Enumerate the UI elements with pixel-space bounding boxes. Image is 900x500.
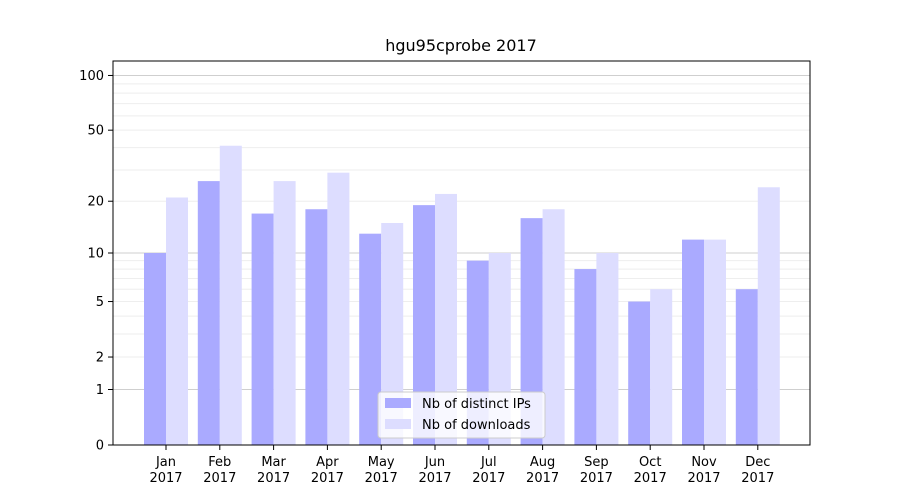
- bar-downloads-oct: [650, 289, 673, 445]
- bar-distinct-ips-sep: [574, 269, 597, 445]
- x-tick-label-month: Apr: [316, 455, 339, 470]
- x-tick-label-year: 2017: [149, 471, 182, 486]
- bar-distinct-ips-nov: [682, 239, 704, 445]
- x-tick-label-month: May: [368, 455, 395, 470]
- bar-distinct-ips-oct: [628, 301, 651, 445]
- bar-distinct-ips-apr: [305, 209, 328, 445]
- bar-downloads-aug: [542, 209, 565, 445]
- bar-distinct-ips-mar: [251, 213, 274, 445]
- x-tick-label-year: 2017: [472, 471, 505, 486]
- x-tick-label-month: Jun: [424, 455, 445, 470]
- legend-label-distinct-ips: Nb of distinct IPs: [422, 397, 531, 412]
- x-tick-label-month: Sep: [584, 455, 609, 470]
- legend-swatch-downloads: [385, 419, 411, 429]
- chart-title: hgu95cprobe 2017: [385, 36, 537, 55]
- bar-distinct-ips-feb: [197, 181, 220, 445]
- y-tick-label: 5: [96, 295, 104, 310]
- bar-downloads-may: [381, 222, 404, 445]
- bar-downloads-nov: [704, 239, 726, 445]
- x-tick-label-year: 2017: [526, 471, 559, 486]
- legend-label-downloads: Nb of downloads: [422, 418, 531, 433]
- x-tick-label-month: Mar: [261, 455, 286, 470]
- x-tick-label-year: 2017: [311, 471, 344, 486]
- x-axis-ticks: Jan2017Feb2017Mar2017Apr2017May2017Jun20…: [149, 445, 774, 486]
- legend: Nb of distinct IPs Nb of downloads: [377, 391, 546, 439]
- x-tick-label-month: Jan: [155, 455, 176, 470]
- y-tick-label: 1: [96, 383, 104, 398]
- x-tick-label-year: 2017: [580, 471, 613, 486]
- bar-distinct-ips-jan: [144, 253, 166, 445]
- y-axis-ticks: 0 1 2 5 10 20 50 100: [79, 69, 113, 454]
- legend-box: [377, 391, 546, 439]
- y-tick-label: 50: [87, 124, 104, 139]
- y-tick-label: 2: [96, 351, 104, 366]
- bar-downloads-mar: [273, 181, 296, 445]
- x-tick-label-month: Feb: [208, 455, 231, 470]
- bar-distinct-ips-jun: [413, 205, 435, 445]
- x-tick-label-year: 2017: [687, 471, 720, 486]
- x-tick-label-year: 2017: [634, 471, 667, 486]
- bar-downloads-feb: [219, 145, 242, 445]
- x-tick-label-month: Oct: [639, 455, 661, 470]
- x-tick-label-month: Jul: [480, 455, 497, 470]
- x-tick-label-year: 2017: [257, 471, 290, 486]
- bar-distinct-ips-may: [359, 233, 382, 445]
- bar-downloads-jun: [435, 193, 457, 445]
- y-tick-label: 100: [79, 69, 104, 84]
- y-tick-label: 10: [87, 247, 104, 262]
- x-tick-label-month: Aug: [530, 455, 555, 470]
- x-tick-label-month: Nov: [691, 455, 717, 470]
- legend-swatch-distinct-ips: [385, 398, 411, 408]
- bar-downloads-sep: [596, 253, 619, 445]
- bar-downloads-apr: [327, 172, 350, 445]
- x-tick-label-year: 2017: [418, 471, 451, 486]
- bar-distinct-ips-aug: [520, 218, 543, 445]
- x-tick-label-month: Dec: [745, 455, 770, 470]
- bars: [144, 145, 780, 445]
- x-tick-label-year: 2017: [365, 471, 398, 486]
- bar-downloads-dec: [757, 187, 780, 445]
- bar-distinct-ips-dec: [735, 289, 758, 445]
- x-tick-label-year: 2017: [203, 471, 236, 486]
- bar-downloads-jan: [166, 197, 188, 445]
- y-tick-label: 20: [87, 195, 104, 210]
- x-tick-label-year: 2017: [741, 471, 774, 486]
- y-tick-label: 0: [96, 439, 104, 454]
